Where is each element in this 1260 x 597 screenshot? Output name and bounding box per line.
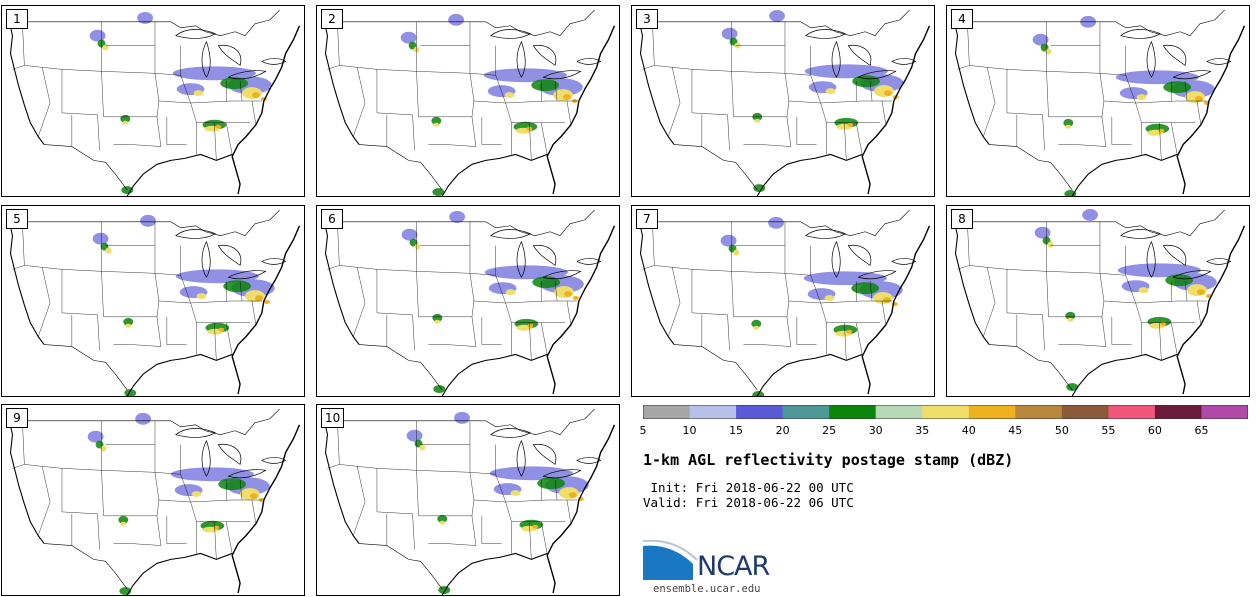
valid-label: Valid: bbox=[643, 495, 689, 510]
colorbar-tick-30: 30 bbox=[868, 424, 883, 437]
init-line: Init: Fri 2018-06-22 00 UTC bbox=[643, 480, 854, 495]
colorbar-tick-5: 5 bbox=[639, 424, 647, 437]
member-label: 4 bbox=[951, 9, 973, 29]
colorbar-bin-40 bbox=[968, 405, 1016, 419]
member-panel-2: 2 bbox=[316, 5, 620, 197]
reflectivity-colorbar bbox=[643, 405, 1248, 419]
colorbar-bin-65 bbox=[1201, 405, 1248, 419]
colorbar-bin-35 bbox=[922, 405, 970, 419]
member-map-2 bbox=[322, 9, 616, 196]
colorbar-bin-55 bbox=[1108, 405, 1156, 419]
member-label: 5 bbox=[6, 209, 28, 229]
colorbar-tick-35: 35 bbox=[915, 424, 930, 437]
colorbar-tick-60: 60 bbox=[1147, 424, 1162, 437]
member-panel-9: 9 bbox=[1, 404, 305, 596]
member-map-1 bbox=[7, 9, 301, 196]
member-panel-5: 5 bbox=[1, 205, 305, 397]
member-map-7 bbox=[637, 209, 931, 396]
colorbar-bin-50 bbox=[1061, 405, 1109, 419]
colorbar-tick-45: 45 bbox=[1008, 424, 1023, 437]
member-panel-6: 6 bbox=[316, 205, 620, 397]
member-label: 7 bbox=[636, 209, 658, 229]
ensemble-url: ensemble.ucar.edu bbox=[653, 583, 761, 595]
colorbar-bin-25 bbox=[829, 405, 877, 419]
member-panel-7: 7 bbox=[631, 205, 935, 397]
member-map-8 bbox=[952, 208, 1246, 396]
ncar-logo-text: NCAR bbox=[697, 551, 770, 582]
member-map-5 bbox=[7, 209, 301, 396]
member-map-10 bbox=[322, 408, 616, 595]
colorbar-tick-55: 55 bbox=[1101, 424, 1116, 437]
colorbar-bin-5 bbox=[643, 405, 691, 419]
valid-value: Fri 2018-06-22 06 UTC bbox=[695, 495, 854, 510]
init-value: Fri 2018-06-22 00 UTC bbox=[695, 480, 854, 495]
colorbar-bin-10 bbox=[689, 405, 737, 419]
colorbar-tick-65: 65 bbox=[1194, 424, 1209, 437]
colorbar-bin-20 bbox=[782, 405, 830, 419]
valid-line: Valid: Fri 2018-06-22 06 UTC bbox=[643, 495, 854, 510]
member-panel-10: 10 bbox=[316, 404, 620, 596]
colorbar-bin-15 bbox=[736, 405, 784, 419]
ncar-logo-icon bbox=[643, 540, 698, 580]
member-label: 3 bbox=[636, 9, 658, 29]
figure-title: 1-km AGL reflectivity postage stamp (dBZ… bbox=[643, 451, 1014, 469]
init-label: Init: bbox=[643, 480, 689, 495]
colorbar-tick-40: 40 bbox=[961, 424, 976, 437]
member-map-6 bbox=[322, 209, 616, 396]
member-panel-4: 4 bbox=[946, 5, 1250, 197]
member-label: 9 bbox=[6, 408, 28, 428]
member-label: 6 bbox=[321, 209, 343, 229]
colorbar-bin-30 bbox=[875, 405, 923, 419]
member-label: 10 bbox=[321, 408, 345, 428]
member-label: 8 bbox=[951, 209, 973, 229]
member-panel-8: 8 bbox=[946, 205, 1250, 397]
colorbar-bin-60 bbox=[1154, 405, 1202, 419]
colorbar-tick-10: 10 bbox=[682, 424, 697, 437]
colorbar-tick-15: 15 bbox=[729, 424, 744, 437]
member-panel-3: 3 bbox=[631, 5, 935, 197]
member-map-4 bbox=[952, 9, 1246, 196]
member-map-9 bbox=[7, 408, 301, 595]
member-panel-1: 1 bbox=[1, 5, 305, 197]
member-map-3 bbox=[637, 9, 931, 196]
member-label: 2 bbox=[321, 9, 343, 29]
colorbar-tick-25: 25 bbox=[822, 424, 837, 437]
colorbar-tick-20: 20 bbox=[775, 424, 790, 437]
member-label: 1 bbox=[6, 9, 28, 29]
colorbar-tick-50: 50 bbox=[1054, 424, 1069, 437]
colorbar-bin-45 bbox=[1015, 405, 1063, 419]
